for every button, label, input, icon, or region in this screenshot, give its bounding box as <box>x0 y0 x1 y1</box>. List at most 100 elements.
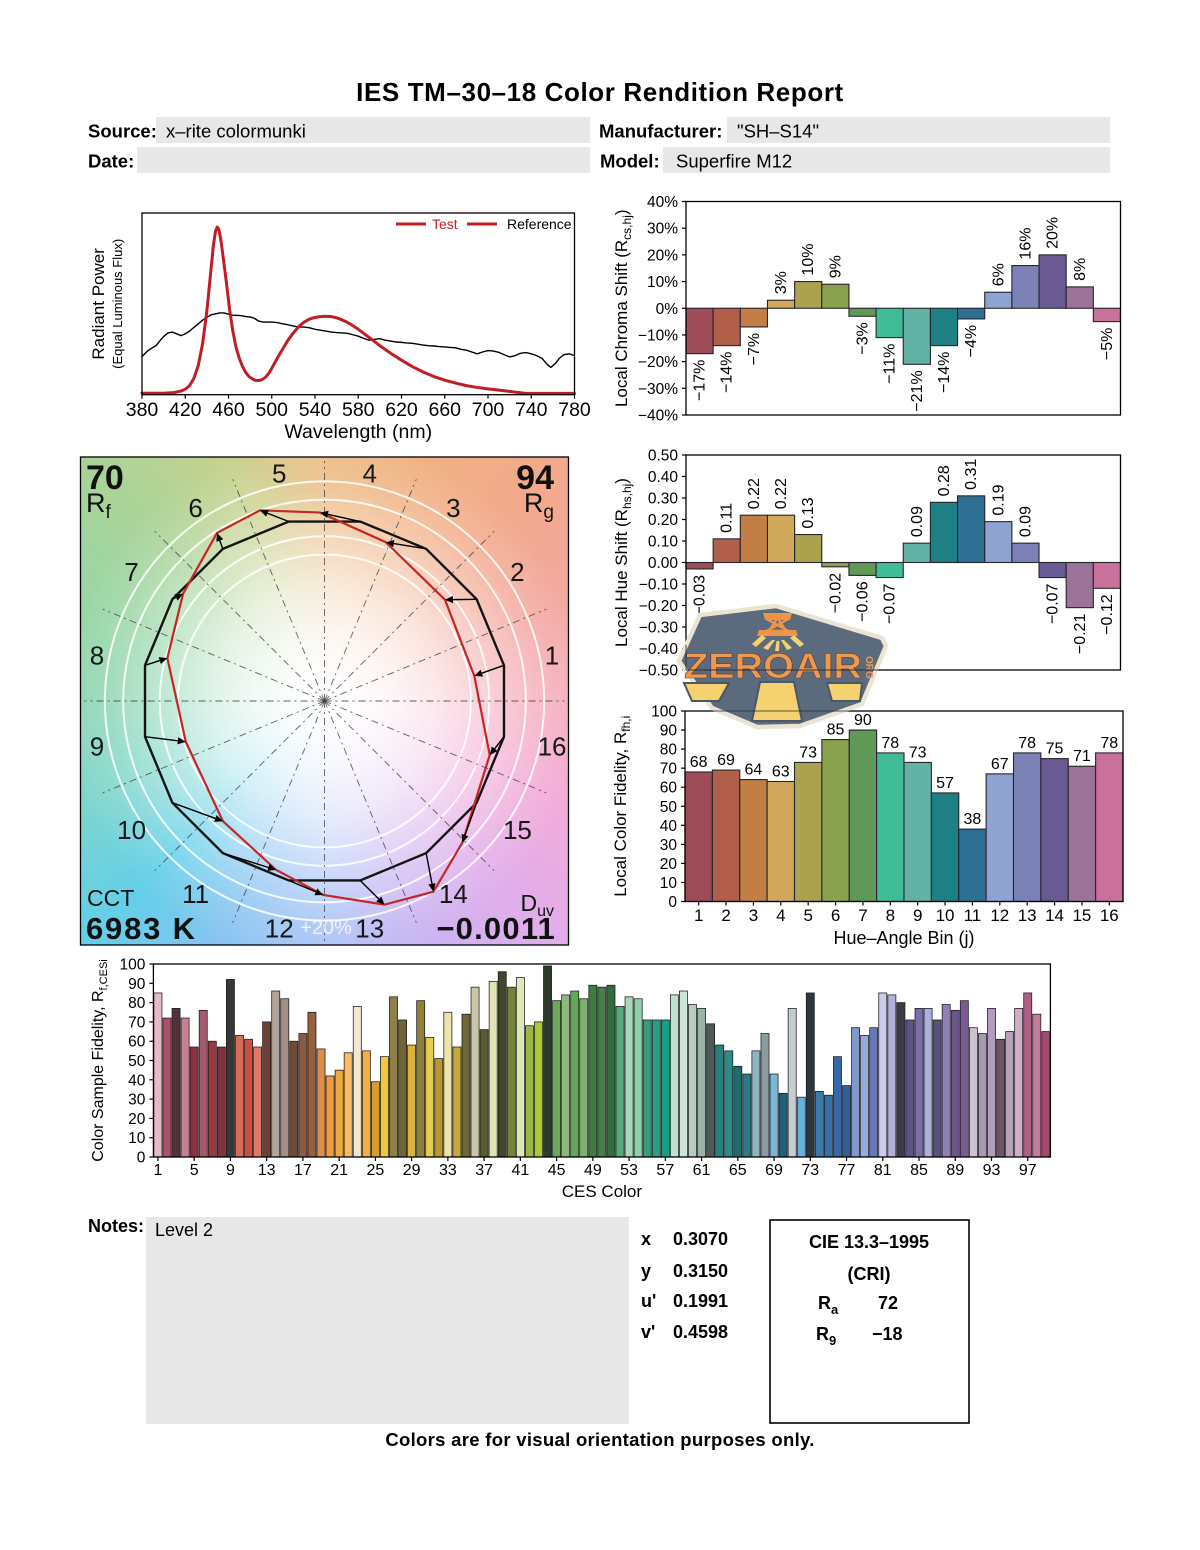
svg-text:0.00: 0.00 <box>648 555 679 572</box>
svg-text:8: 8 <box>886 906 895 925</box>
svg-text:460: 460 <box>212 399 245 421</box>
svg-text:78: 78 <box>881 735 899 752</box>
svg-text:8: 8 <box>90 641 104 671</box>
svg-text:(CRI): (CRI) <box>848 1264 891 1284</box>
svg-text:16: 16 <box>1100 906 1119 925</box>
svg-text:85: 85 <box>910 1162 928 1179</box>
svg-text:y: y <box>641 1261 651 1281</box>
svg-text:9%: 9% <box>827 255 844 278</box>
svg-text:−0.20: −0.20 <box>639 598 679 615</box>
svg-text:Model:: Model: <box>600 151 660 172</box>
svg-text:0.31: 0.31 <box>963 459 980 490</box>
svg-text:−7%: −7% <box>746 333 763 365</box>
svg-text:60: 60 <box>660 780 678 797</box>
svg-text:Local Hue Shift (Rhs,hj): Local Hue Shift (Rhs,hj) <box>612 478 634 647</box>
svg-text:70: 70 <box>128 1014 146 1031</box>
svg-text:−0.03: −0.03 <box>692 575 709 616</box>
svg-text:0.11: 0.11 <box>719 503 736 533</box>
svg-text:65: 65 <box>729 1162 747 1179</box>
svg-text:49: 49 <box>584 1162 602 1179</box>
svg-text:Date:: Date: <box>88 151 134 172</box>
svg-text:−0.21: −0.21 <box>1072 614 1089 655</box>
svg-text:38: 38 <box>964 811 982 828</box>
svg-text:10: 10 <box>660 875 678 892</box>
svg-text:11: 11 <box>182 879 209 909</box>
svg-text:0.20: 0.20 <box>648 512 679 529</box>
svg-text:420: 420 <box>169 399 202 421</box>
svg-text:Local Chroma Shift (Rcs,hj): Local Chroma Shift (Rcs,hj) <box>612 209 634 407</box>
svg-text:−10%: −10% <box>638 327 678 344</box>
svg-text:57: 57 <box>656 1162 674 1179</box>
svg-text:0.09: 0.09 <box>909 506 926 537</box>
svg-text:13: 13 <box>258 1162 276 1179</box>
svg-text:15: 15 <box>1072 906 1091 925</box>
svg-text:80: 80 <box>128 995 146 1012</box>
svg-text:700: 700 <box>472 399 505 421</box>
svg-text:69: 69 <box>717 752 735 769</box>
svg-text:−0.12: −0.12 <box>1099 594 1116 635</box>
svg-text:20%: 20% <box>1045 217 1062 249</box>
svg-text:7: 7 <box>858 906 867 925</box>
svg-text:v': v' <box>641 1322 655 1342</box>
svg-text:12: 12 <box>990 906 1009 925</box>
svg-text:45: 45 <box>548 1162 566 1179</box>
svg-text:−20%: −20% <box>638 354 678 371</box>
svg-text:−0.50: −0.50 <box>639 663 679 680</box>
svg-text:17: 17 <box>294 1162 312 1179</box>
svg-text:73: 73 <box>801 1162 819 1179</box>
svg-text:2: 2 <box>721 906 730 925</box>
svg-text:0.40: 0.40 <box>648 469 679 486</box>
svg-text:0.22: 0.22 <box>746 478 763 509</box>
svg-text:14: 14 <box>439 879 468 909</box>
svg-text:380: 380 <box>126 399 159 421</box>
svg-text:90: 90 <box>128 976 146 993</box>
svg-text:−3%: −3% <box>855 322 872 354</box>
svg-text:780: 780 <box>558 399 591 421</box>
svg-text:−11%: −11% <box>882 344 899 384</box>
svg-text:78: 78 <box>1018 735 1036 752</box>
svg-text:70: 70 <box>660 761 678 778</box>
svg-text:4: 4 <box>776 906 785 925</box>
svg-text:−14%: −14% <box>936 352 953 393</box>
svg-text:−0.30: −0.30 <box>639 620 679 637</box>
svg-text:x: x <box>641 1229 651 1249</box>
svg-text:CES Color: CES Color <box>562 1182 643 1201</box>
svg-text:1: 1 <box>545 641 559 671</box>
svg-text:0.30: 0.30 <box>648 491 679 508</box>
svg-text:0.09: 0.09 <box>1017 506 1034 537</box>
svg-text:10%: 10% <box>647 274 678 291</box>
svg-text:−18: −18 <box>872 1324 903 1344</box>
svg-text:Level 2: Level 2 <box>155 1220 213 1240</box>
svg-text:40: 40 <box>660 818 678 835</box>
svg-text:7: 7 <box>124 557 138 587</box>
svg-text:0%: 0% <box>656 301 679 318</box>
svg-text:+20%: +20% <box>300 917 352 939</box>
svg-text:71: 71 <box>1073 748 1091 765</box>
svg-text:10: 10 <box>117 815 146 845</box>
svg-text:−5%: −5% <box>1099 328 1116 360</box>
svg-text:67: 67 <box>991 756 1009 773</box>
svg-text:13: 13 <box>1018 906 1037 925</box>
svg-text:16%: 16% <box>1017 228 1034 260</box>
svg-text:20: 20 <box>660 856 678 873</box>
svg-text:3: 3 <box>446 493 460 523</box>
svg-text:5: 5 <box>803 906 812 925</box>
svg-text:0.3070: 0.3070 <box>673 1229 728 1249</box>
svg-text:580: 580 <box>342 399 375 421</box>
svg-text:Rg: Rg <box>524 488 554 523</box>
svg-text:30: 30 <box>660 837 678 854</box>
svg-text:6983 K: 6983 K <box>86 911 197 946</box>
svg-text:25: 25 <box>366 1162 384 1179</box>
svg-text:6%: 6% <box>990 263 1007 286</box>
svg-text:77: 77 <box>838 1162 856 1179</box>
svg-text:0.1991: 0.1991 <box>673 1291 728 1311</box>
svg-text:50: 50 <box>128 1053 146 1070</box>
svg-text:−0.07: −0.07 <box>1045 583 1062 624</box>
svg-text:2: 2 <box>510 557 524 587</box>
svg-text:"SH–S14": "SH–S14" <box>737 121 819 142</box>
svg-text:ORG: ORG <box>863 656 874 679</box>
svg-text:6: 6 <box>188 493 202 523</box>
svg-text:−0.02: −0.02 <box>827 573 844 614</box>
svg-text:50: 50 <box>660 799 678 816</box>
svg-text:740: 740 <box>515 399 548 421</box>
